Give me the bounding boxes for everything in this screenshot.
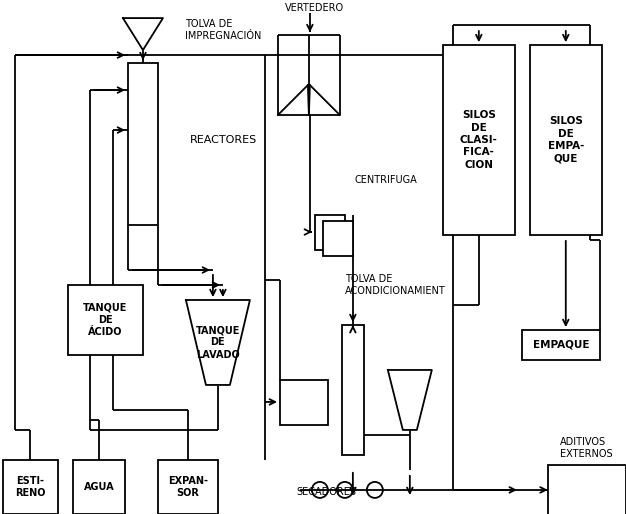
Text: EMPAQUE: EMPAQUE: [533, 340, 589, 350]
Text: SECADORES: SECADORES: [296, 487, 356, 497]
Text: TOLVA DE
ACONDICIONAMIENT: TOLVA DE ACONDICIONAMIENT: [345, 274, 446, 296]
Text: EXPAN-
SOR: EXPAN- SOR: [168, 476, 208, 498]
Text: REACTORES: REACTORES: [190, 135, 257, 145]
Bar: [68, 285, 143, 355]
Text: CENTRIFUGA: CENTRIFUGA: [355, 175, 418, 185]
Text: TANQUE
DE
ÁCIDO: TANQUE DE ÁCIDO: [83, 303, 128, 337]
Bar: [530, 45, 602, 235]
Bar: [342, 325, 364, 455]
Bar: [128, 63, 158, 225]
Bar: [548, 465, 626, 514]
Text: VERTEDERO: VERTEDERO: [285, 3, 344, 13]
Polygon shape: [123, 18, 163, 50]
Text: SILOS
DE
CLASI-
FICA-
CION: SILOS DE CLASI- FICA- CION: [460, 110, 498, 170]
Bar: [3, 460, 58, 514]
Bar: [443, 45, 515, 235]
Text: TOLVA DE
IMPREGNACIÓN: TOLVA DE IMPREGNACIÓN: [185, 19, 261, 41]
Bar: [315, 215, 345, 250]
Text: TANQUE
DE
LAVADO: TANQUE DE LAVADO: [196, 325, 240, 360]
Bar: [73, 460, 125, 514]
Bar: [323, 221, 353, 256]
Text: ESTI-
RENO: ESTI- RENO: [15, 476, 45, 498]
Bar: [280, 380, 328, 425]
Polygon shape: [186, 300, 250, 385]
Bar: [158, 460, 218, 514]
Text: AGUA: AGUA: [84, 482, 115, 492]
Text: SILOS
DE
EMPA-
QUE: SILOS DE EMPA- QUE: [548, 117, 584, 163]
Bar: [522, 330, 600, 360]
Text: ADITIVOS
EXTERNOS: ADITIVOS EXTERNOS: [560, 437, 612, 459]
Polygon shape: [388, 370, 432, 430]
